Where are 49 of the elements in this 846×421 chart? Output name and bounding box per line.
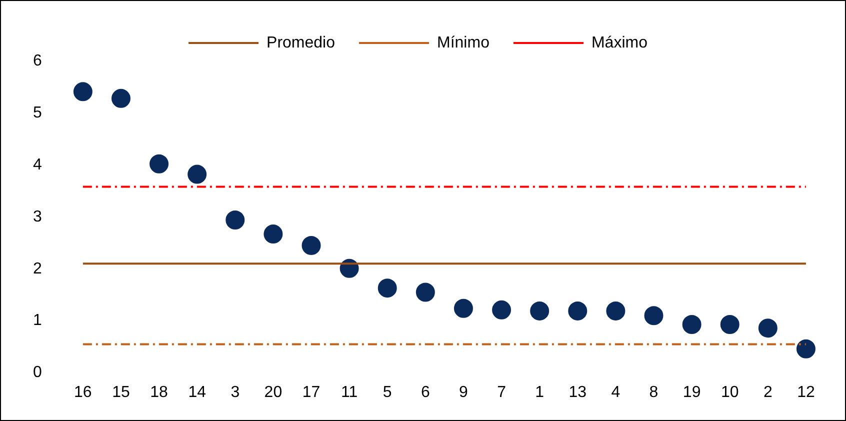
x-tick-label: 7 — [497, 384, 506, 401]
x-tick-label: 9 — [459, 384, 468, 401]
x-tick-label: 15 — [112, 384, 130, 401]
x-tick-label: 12 — [797, 384, 815, 401]
x-tick-label: 17 — [302, 384, 320, 401]
y-tick-label: 0 — [32, 364, 42, 382]
y-tick-label: 2 — [32, 260, 42, 278]
point — [568, 301, 588, 320]
x-tick-label: 13 — [568, 384, 587, 401]
y-tick-label: 3 — [32, 208, 42, 226]
legend-label: Máximo — [591, 34, 648, 52]
x-tick-label: 6 — [420, 384, 430, 401]
point — [796, 339, 816, 358]
point — [73, 82, 92, 102]
point — [758, 318, 778, 338]
x-tick-label: 16 — [74, 384, 92, 401]
point — [226, 210, 245, 230]
legend-label: Mínimo — [437, 34, 490, 52]
x-tick-label: 11 — [341, 384, 358, 401]
point — [264, 224, 283, 244]
point — [188, 164, 207, 184]
point — [378, 278, 397, 298]
y-tick-label: 4 — [32, 156, 42, 174]
x-tick-label: 4 — [611, 384, 620, 401]
y-tick-label: 5 — [32, 104, 42, 122]
point — [492, 300, 512, 320]
x-tick-label: 5 — [382, 384, 392, 401]
x-tick-label: 2 — [763, 384, 772, 401]
point — [682, 314, 702, 334]
y-tick-label: 6 — [32, 52, 42, 70]
x-tick-label: 1 — [535, 384, 544, 401]
x-tick-label: 8 — [649, 384, 658, 401]
legend-label: Promedio — [266, 34, 336, 52]
x-tick-label: 14 — [188, 384, 206, 401]
point — [302, 236, 321, 255]
point — [606, 301, 626, 320]
point — [720, 314, 740, 334]
y-tick-label: 1 — [32, 312, 42, 330]
x-tick-label: 10 — [720, 384, 739, 401]
x-tick-label: 3 — [230, 384, 240, 401]
point — [530, 301, 550, 320]
point — [150, 154, 169, 174]
x-tick-label: 18 — [150, 384, 168, 401]
point — [454, 298, 473, 318]
point — [111, 88, 130, 108]
point — [644, 306, 664, 326]
point — [416, 282, 435, 302]
x-tick-label: 20 — [264, 384, 282, 401]
x-tick-label: 19 — [682, 384, 701, 401]
